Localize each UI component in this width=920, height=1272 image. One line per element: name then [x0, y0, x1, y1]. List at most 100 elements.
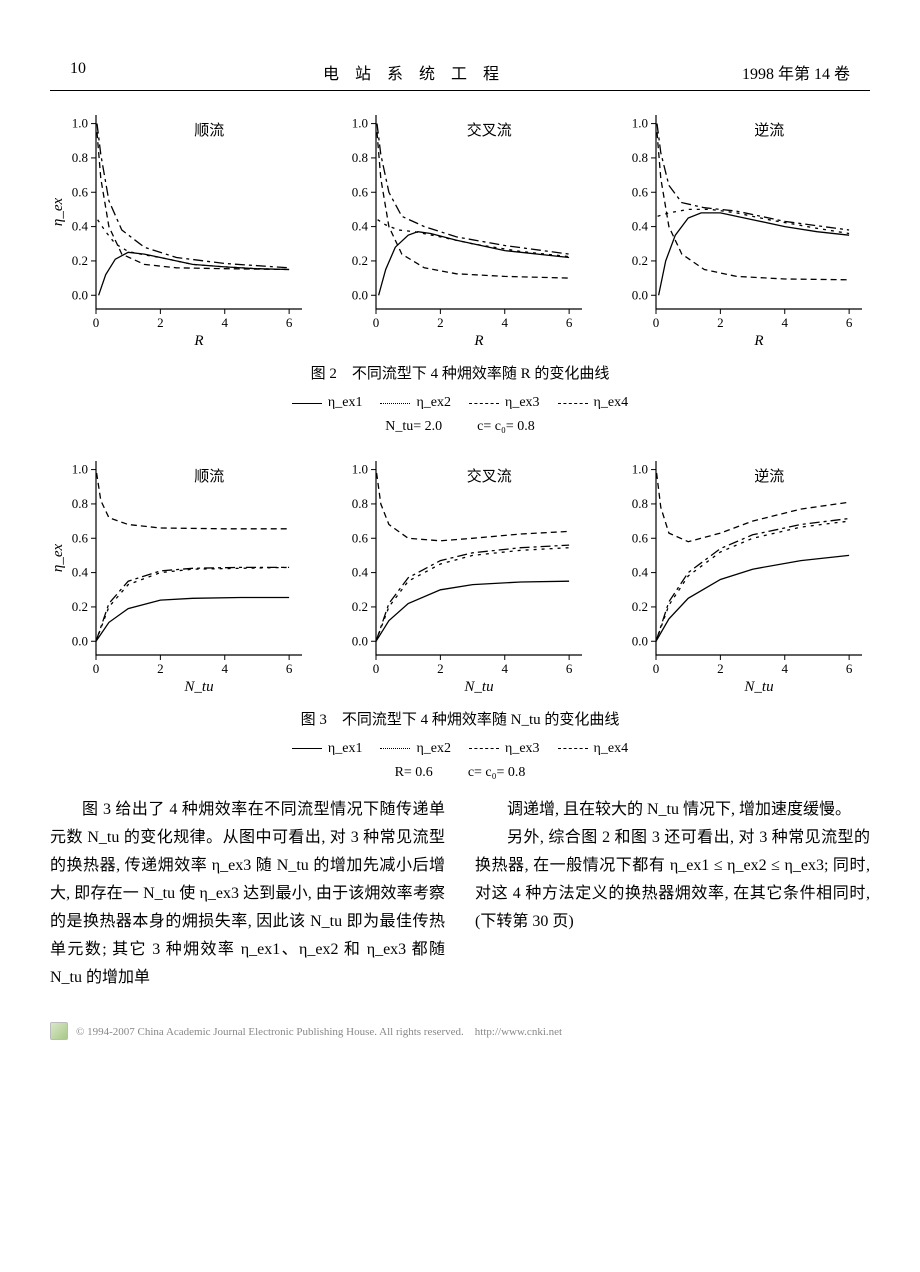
series-eta_x3: [96, 567, 289, 641]
svg-text:6: 6: [846, 315, 853, 330]
svg-text:0.0: 0.0: [632, 633, 648, 648]
series-eta_x4: [97, 473, 290, 529]
svg-text:1.0: 1.0: [72, 116, 88, 131]
figure2-caption: 图 2 不同流型下 4 种㶲效率随 R 的变化曲线 η_ex1 η_ex2 η_…: [50, 362, 870, 439]
svg-text:N_tu: N_tu: [183, 679, 213, 695]
figure2-panel-3: 02460.00.20.40.60.81.0R逆流: [610, 105, 870, 358]
svg-text:6: 6: [286, 315, 293, 330]
svg-text:0.2: 0.2: [352, 599, 368, 614]
right-paragraph-1: 调递增, 且在较大的 N_tu 情况下, 增加速度缓慢。: [475, 796, 870, 824]
svg-text:0.4: 0.4: [72, 564, 89, 579]
svg-text:0.6: 0.6: [72, 184, 89, 199]
left-paragraph: 图 3 给出了 4 种㶲效率在不同流型情况下随传递单元数 N_tu 的变化规律。…: [50, 796, 445, 992]
svg-text:0: 0: [653, 315, 660, 330]
svg-text:0.8: 0.8: [352, 150, 368, 165]
series-eta_x1: [656, 555, 849, 641]
svg-text:0.6: 0.6: [632, 184, 649, 199]
figure3-caption: 图 3 不同流型下 4 种㶲效率随 N_tu 的变化曲线 η_ex1 η_ex2…: [50, 708, 870, 785]
svg-text:0.8: 0.8: [72, 150, 88, 165]
series-eta_x4: [657, 473, 850, 542]
page-footer: © 1994-2007 China Academic Journal Elect…: [50, 1022, 870, 1040]
series-eta_x3: [657, 124, 849, 230]
figure2-params: N_tu= 2.0 c= c₀= 0.8: [50, 415, 870, 439]
figure2-legend: η_ex1 η_ex2 η_ex3 η_ex4: [292, 391, 628, 415]
series-eta_x3: [97, 124, 289, 268]
svg-text:逆流: 逆流: [754, 122, 784, 139]
svg-text:0.8: 0.8: [632, 496, 648, 511]
series-eta_x3: [377, 124, 569, 255]
svg-text:0.0: 0.0: [72, 633, 88, 648]
figure2-panel-1: 02460.00.20.40.60.81.0Rη_ex顺流: [50, 105, 310, 358]
svg-text:2: 2: [157, 315, 164, 330]
series-eta_x2: [376, 547, 569, 641]
svg-text:0.8: 0.8: [352, 496, 368, 511]
left-column: 图 3 给出了 4 种㶲效率在不同流型情况下随传递单元数 N_tu 的变化规律。…: [50, 796, 445, 992]
svg-text:η_ex: η_ex: [50, 543, 66, 572]
svg-text:R: R: [753, 333, 763, 349]
series-eta_x1: [659, 213, 850, 295]
series-eta_x2: [378, 220, 569, 257]
svg-text:0: 0: [373, 661, 380, 676]
svg-text:0: 0: [93, 661, 100, 676]
series-eta_x2: [96, 567, 289, 641]
svg-text:2: 2: [157, 661, 164, 676]
figure3-params: R= 0.6 c= c₀= 0.8: [50, 761, 870, 785]
svg-text:0.4: 0.4: [352, 564, 369, 579]
svg-text:0.2: 0.2: [72, 253, 88, 268]
svg-text:0.2: 0.2: [352, 253, 368, 268]
svg-text:0.6: 0.6: [72, 530, 89, 545]
svg-text:4: 4: [502, 315, 509, 330]
figure2-panel-2: 02460.00.20.40.60.81.0R交叉流: [330, 105, 590, 358]
svg-text:逆流: 逆流: [754, 468, 784, 485]
series-eta_x4: [657, 132, 849, 280]
series-eta_x1: [379, 232, 569, 296]
svg-text:交叉流: 交叉流: [467, 121, 512, 139]
cnki-icon: [50, 1022, 68, 1040]
svg-text:N_tu: N_tu: [463, 679, 493, 695]
svg-text:0.4: 0.4: [632, 219, 649, 234]
series-eta_x2: [98, 220, 290, 270]
svg-text:0: 0: [653, 661, 660, 676]
page-number: 10: [70, 60, 86, 84]
svg-text:0: 0: [93, 315, 100, 330]
svg-text:4: 4: [782, 315, 789, 330]
svg-text:交叉流: 交叉流: [467, 467, 512, 485]
svg-text:顺流: 顺流: [194, 122, 224, 139]
footer-text: © 1994-2007 China Academic Journal Elect…: [76, 1023, 562, 1039]
figure3-caption-main: 图 3 不同流型下 4 种㶲效率随 N_tu 的变化曲线: [50, 708, 870, 734]
svg-text:0.0: 0.0: [632, 287, 648, 302]
chart-svg: 02460.00.20.40.60.81.0R逆流: [610, 105, 870, 353]
svg-text:R: R: [193, 333, 203, 349]
series-eta_x1: [376, 581, 569, 641]
svg-text:0.0: 0.0: [72, 287, 88, 302]
chart-svg: 02460.00.20.40.60.81.0N_tu交叉流: [330, 451, 590, 699]
svg-text:0.6: 0.6: [352, 184, 369, 199]
svg-text:4: 4: [782, 661, 789, 676]
svg-text:2: 2: [437, 661, 444, 676]
chart-svg: 02460.00.20.40.60.81.0N_tu逆流: [610, 451, 870, 699]
series-eta_x1: [99, 252, 290, 295]
svg-text:1.0: 1.0: [632, 461, 648, 476]
figure3-panel-2: 02460.00.20.40.60.81.0N_tu交叉流: [330, 451, 590, 704]
svg-text:2: 2: [717, 315, 724, 330]
svg-text:η_ex: η_ex: [50, 198, 66, 227]
right-column: 调递增, 且在较大的 N_tu 情况下, 增加速度缓慢。 另外, 综合图 2 和…: [475, 796, 870, 992]
svg-text:6: 6: [286, 661, 293, 676]
svg-text:顺流: 顺流: [194, 468, 224, 485]
figure2-row: 0 2 4 6 0.0 0.2 0.4 0.6 0.8 1.0 Rη_ex 顺流 0 2 4 6 0.0 0.2…: [50, 105, 870, 358]
series-eta_x2: [656, 521, 849, 641]
figure2-caption-main: 图 2 不同流型下 4 种㶲效率随 R 的变化曲线: [50, 362, 870, 388]
svg-text:0.4: 0.4: [72, 219, 89, 234]
svg-text:2: 2: [437, 315, 444, 330]
svg-text:0.6: 0.6: [352, 530, 369, 545]
svg-text:4: 4: [222, 661, 229, 676]
series-eta_x4: [377, 132, 569, 278]
svg-text:0.4: 0.4: [352, 219, 369, 234]
svg-text:6: 6: [566, 315, 573, 330]
svg-text:6: 6: [566, 661, 573, 676]
figure3-panel-1: 02460.00.20.40.60.81.0N_tuη_ex顺流: [50, 451, 310, 704]
svg-text:0.8: 0.8: [72, 496, 88, 511]
chart-svg: 02460.00.20.40.60.81.0N_tuη_ex顺流: [50, 451, 310, 699]
svg-text:1.0: 1.0: [72, 461, 88, 476]
series-eta_x3: [376, 545, 569, 641]
